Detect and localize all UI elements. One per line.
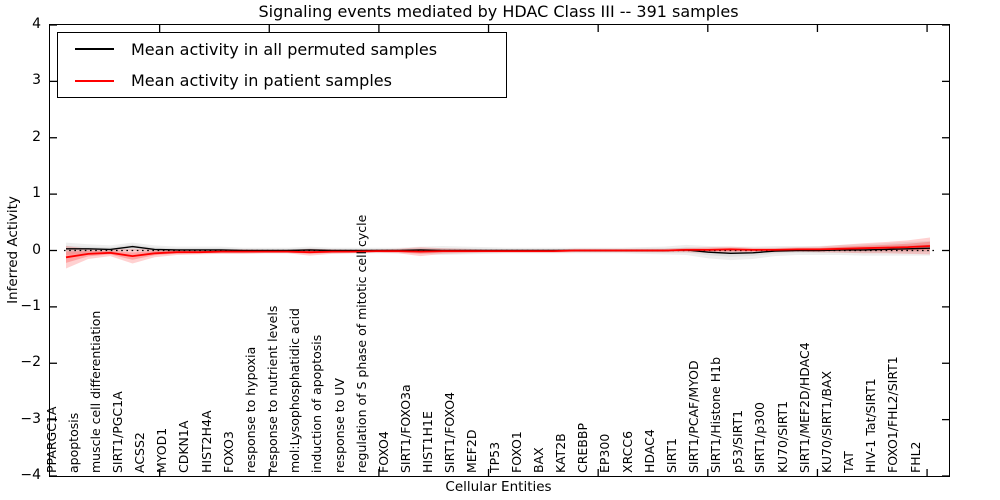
patient-line-swatch bbox=[75, 79, 114, 82]
permuted-line-swatch bbox=[75, 48, 114, 51]
legend-label-patient: Mean activity in patient samples bbox=[131, 71, 392, 91]
y-tick-label: −3 bbox=[20, 410, 41, 427]
chart-canvas bbox=[50, 25, 949, 476]
y-tick-labels: 4 3 2 1 0 −1 −2 −3 −4 bbox=[0, 0, 44, 500]
y-tick-label: −1 bbox=[20, 297, 41, 314]
legend: Mean activity in all permuted samples Me… bbox=[57, 32, 507, 98]
legend-item-patient: Mean activity in patient samples bbox=[58, 66, 506, 96]
x-axis-label: Cellular Entities bbox=[445, 479, 552, 495]
y-tick-label: 4 bbox=[32, 16, 41, 32]
y-tick-label: 1 bbox=[32, 185, 41, 202]
plot-area: PPARGC1A apoptosis muscle cell differentia… bbox=[44, 24, 950, 477]
y-tick-label: −2 bbox=[20, 354, 41, 371]
legend-label-permuted: Mean activity in all permuted samples bbox=[131, 39, 438, 59]
patient-line bbox=[65, 245, 931, 259]
chart-title: Signaling events mediated by HDAC Class … bbox=[258, 2, 739, 21]
axis-ticks bbox=[50, 25, 949, 476]
legend-item-permuted: Mean activity in all permuted samples bbox=[58, 34, 506, 64]
y-tick-label: 0 bbox=[32, 241, 41, 258]
y-tick-label: 2 bbox=[32, 128, 41, 145]
patient-band-outer bbox=[66, 237, 930, 269]
y-tick-label: 3 bbox=[32, 72, 41, 89]
y-tick-label: −4 bbox=[20, 467, 41, 483]
